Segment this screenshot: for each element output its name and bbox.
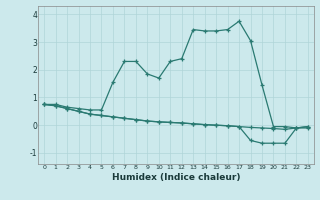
X-axis label: Humidex (Indice chaleur): Humidex (Indice chaleur) <box>112 173 240 182</box>
